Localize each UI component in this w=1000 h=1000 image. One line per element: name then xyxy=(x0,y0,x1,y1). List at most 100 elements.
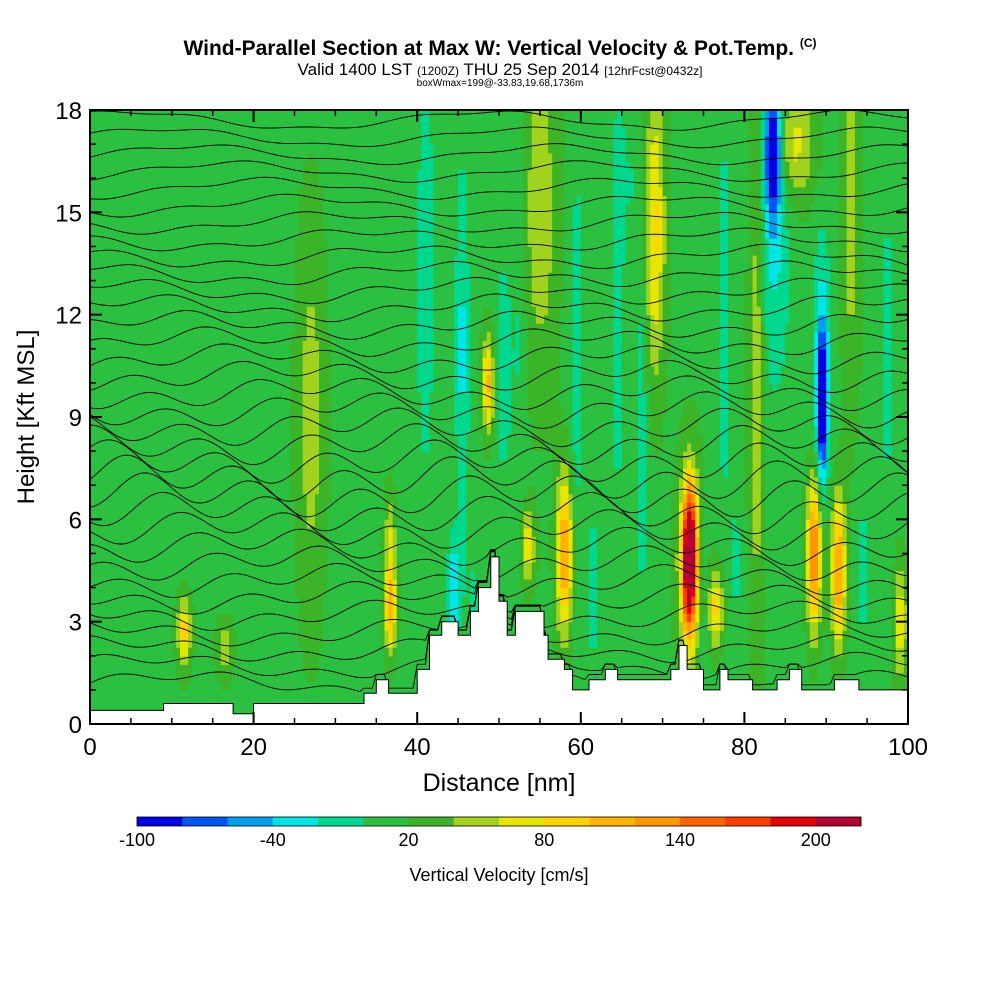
velocity-cell xyxy=(179,263,185,273)
velocity-cell xyxy=(184,127,189,137)
velocity-cell xyxy=(151,186,157,196)
velocity-cell xyxy=(265,544,271,555)
velocity-cell xyxy=(310,596,316,606)
velocity-cell xyxy=(253,630,259,640)
velocity-cell xyxy=(179,485,185,495)
velocity-cell xyxy=(134,391,140,401)
velocity-cell xyxy=(204,272,210,282)
velocity-cell xyxy=(163,365,169,375)
velocity-cell xyxy=(364,135,369,145)
velocity-cell xyxy=(106,340,112,350)
velocity-cell xyxy=(106,220,112,230)
velocity-cell xyxy=(229,348,234,358)
velocity-cell xyxy=(257,127,263,137)
velocity-cell xyxy=(233,118,238,128)
velocity-cell xyxy=(114,314,120,324)
velocity-cell xyxy=(233,340,238,350)
velocity-cell xyxy=(314,621,320,631)
velocity-cell xyxy=(241,178,247,188)
velocity-cell xyxy=(122,357,128,367)
velocity-cell xyxy=(175,689,181,700)
velocity-cell xyxy=(98,442,103,452)
velocity-cell xyxy=(147,689,152,700)
velocity-cell xyxy=(253,604,259,614)
velocity-cell xyxy=(90,152,95,162)
velocity-cell xyxy=(163,596,169,606)
velocity-cell xyxy=(90,399,95,410)
velocity-cell xyxy=(245,681,251,691)
velocity-cell xyxy=(102,638,107,648)
velocity-cell xyxy=(237,263,242,273)
velocity-cell xyxy=(171,544,177,555)
velocity-cell xyxy=(359,468,365,478)
velocity-cell xyxy=(286,681,292,691)
velocity-cell xyxy=(118,510,124,520)
velocity-cell xyxy=(253,306,259,316)
velocity-cell xyxy=(134,468,140,478)
velocity-cell xyxy=(278,647,283,657)
velocity-cell xyxy=(110,527,116,537)
velocity-cell xyxy=(274,144,279,154)
velocity-cell xyxy=(192,195,197,205)
velocity-cell xyxy=(155,374,161,384)
velocity-cell xyxy=(179,596,185,606)
velocity-cell xyxy=(229,289,234,299)
velocity-cell xyxy=(110,442,116,452)
velocity-cell xyxy=(216,382,222,393)
velocity-cell xyxy=(249,127,255,137)
velocity-cell xyxy=(310,468,316,478)
velocity-cell xyxy=(126,323,132,333)
velocity-cell xyxy=(102,152,107,162)
velocity-cell xyxy=(368,272,373,282)
velocity-cell xyxy=(241,544,247,555)
velocity-cell xyxy=(319,408,324,418)
velocity-cell xyxy=(114,263,120,273)
velocity-cell xyxy=(253,561,259,572)
velocity-cell xyxy=(90,306,95,316)
velocity-cell xyxy=(245,510,251,520)
velocity-cell xyxy=(290,476,296,486)
velocity-cell xyxy=(229,621,234,631)
velocity-cell xyxy=(204,408,210,418)
velocity-cell xyxy=(364,604,369,614)
velocity-cell xyxy=(167,561,173,572)
velocity-cell xyxy=(355,289,361,299)
velocity-cell xyxy=(335,681,341,691)
velocity-cell xyxy=(343,408,349,418)
velocity-cell xyxy=(339,314,345,324)
velocity-cell xyxy=(139,630,144,640)
velocity-cell xyxy=(175,570,181,580)
velocity-cell xyxy=(90,365,95,375)
velocity-cell xyxy=(302,246,308,256)
velocity-cell xyxy=(196,468,202,478)
velocity-cell xyxy=(269,647,275,657)
velocity-cell xyxy=(147,237,152,248)
velocity-cell xyxy=(282,365,287,375)
velocity-cell xyxy=(159,212,165,222)
velocity-cell xyxy=(323,135,328,145)
velocity-cell xyxy=(171,698,177,708)
velocity-cell xyxy=(298,544,304,555)
velocity-cell xyxy=(216,110,222,120)
velocity-cell xyxy=(261,212,267,222)
velocity-cell xyxy=(265,536,271,546)
velocity-cell xyxy=(155,664,161,674)
velocity-cell xyxy=(237,127,242,137)
velocity-cell xyxy=(290,604,296,614)
velocity-cell xyxy=(98,169,103,179)
velocity-cell xyxy=(118,621,124,631)
velocity-cell xyxy=(110,280,116,290)
velocity-cell xyxy=(269,263,275,273)
velocity-cell xyxy=(192,689,197,700)
velocity-cell xyxy=(233,408,238,418)
velocity-cell xyxy=(306,195,312,205)
velocity-cell xyxy=(343,254,349,265)
velocity-cell xyxy=(253,596,259,606)
velocity-cell xyxy=(274,689,279,700)
velocity-cell xyxy=(139,689,144,700)
velocity-cell xyxy=(171,391,177,401)
velocity-cell xyxy=(343,485,349,495)
velocity-cell xyxy=(134,152,140,162)
velocity-cell xyxy=(359,664,365,674)
velocity-cell xyxy=(351,596,357,606)
